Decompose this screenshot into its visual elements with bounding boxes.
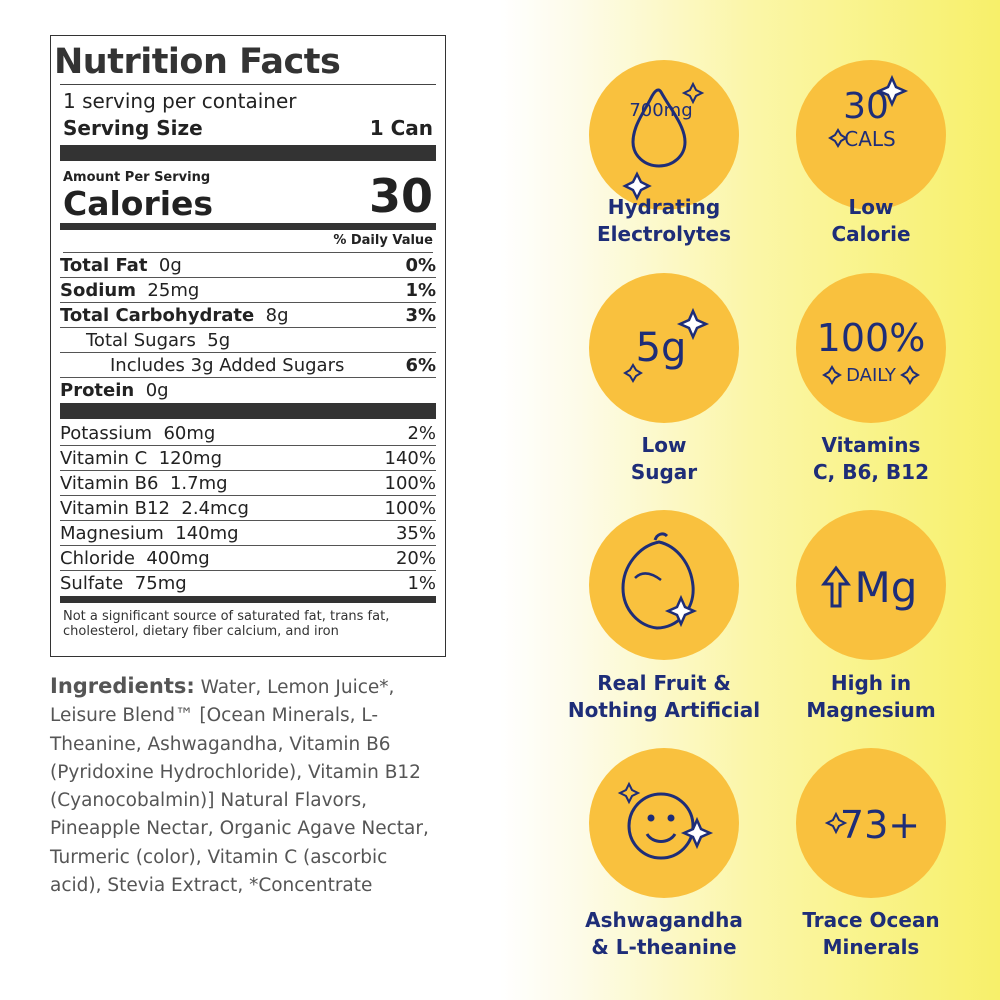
caption-electrolytes: Hydrating Electrolytes <box>596 195 732 246</box>
macro-list: Total Fat 0g 0% Sodium 25mg 1% Total Car… <box>51 253 445 403</box>
badge-real-fruit <box>589 510 739 660</box>
badge-magnesium: Mg <box>796 510 946 660</box>
badge-vitamins: 100% DAILY <box>796 273 946 423</box>
caption-low-sugar: Low Sugar <box>630 433 698 484</box>
nutrient-row-sodium: Sodium 25mg 1% <box>60 278 436 303</box>
nutrition-title: Nutrition Facts <box>54 42 341 82</box>
nutrient-row-total-fat: Total Fat 0g 0% <box>60 253 436 278</box>
badge-low-calorie: 30 CALS <box>796 60 946 210</box>
calories-label: Calories <box>63 184 214 223</box>
badge-text-electrolytes: 700mg <box>629 100 692 121</box>
badge-ashwagandha <box>589 748 739 898</box>
ingredients-label: Ingredients: <box>50 674 195 698</box>
calories-value: 30 <box>368 169 433 223</box>
caption-magnesium: High in Magnesium <box>806 671 936 722</box>
badge-sub-vitamins: DAILY <box>846 365 897 386</box>
caption-trace-minerals: Trace Ocean Minerals <box>802 908 940 959</box>
badge-sub-calorie: CALS <box>844 127 895 151</box>
amount-per-serving: Amount Per Serving <box>63 170 211 185</box>
caption-ashwagandha: Ashwagandha & L-theanine <box>585 908 743 959</box>
micro-list: Potassium 60mg 2% Vitamin C 120mg 140% V… <box>51 421 445 596</box>
nutrient-row-carbohydrate: Total Carbohydrate 8g 3% <box>60 303 436 328</box>
badge-trace-minerals: 73+ <box>796 748 946 898</box>
ingredients-text: Ingredients: Water, Lemon Juice*, Leisur… <box>50 672 435 900</box>
daily-value-header: % Daily Value <box>63 230 433 253</box>
serving-size-value: 1 Can <box>369 116 433 140</box>
servings-per-container: 1 serving per container <box>63 89 297 113</box>
nutrient-row-vitamin-b6: Vitamin B6 1.7mg 100% <box>60 471 436 496</box>
caption-low-calorie: Low Calorie <box>831 195 911 246</box>
sparkle-icon: 100% DAILY <box>817 316 926 386</box>
nutrient-row-potassium: Potassium 60mg 2% <box>60 421 436 446</box>
nutrient-row-sulfate: Sulfate 75mg 1% <box>60 573 436 594</box>
badge-low-sugar: 5g <box>589 273 739 423</box>
nutrient-row-vitamin-c: Vitamin C 120mg 140% <box>60 446 436 471</box>
sparkle-icon: 5g <box>623 307 710 383</box>
nutrient-row-vitamin-b12: Vitamin B12 2.4mcg 100% <box>60 496 436 521</box>
nutrient-row-added-sugars: Includes 3g Added Sugars 6% <box>60 353 436 378</box>
droplet-icon: 700mg <box>622 81 705 201</box>
nutrient-row-protein: Protein 0g <box>60 380 169 401</box>
ingredients-list: Water, Lemon Juice*, Leisure Blend™ [Oce… <box>50 677 429 897</box>
nutrition-footnote: Not a significant source of saturated fa… <box>63 609 390 639</box>
serving-size: Serving Size 1 Can <box>63 113 433 143</box>
nutrition-facts-label: Nutrition Facts 1 serving per container … <box>50 35 446 657</box>
badge-text-sugar: 5g <box>636 325 687 371</box>
badge-text-minerals: 73+ <box>840 803 920 847</box>
caption-vitamins: Vitamins C, B6, B12 <box>812 433 930 484</box>
smiley-icon <box>617 781 714 860</box>
sparkle-icon: 73+ <box>824 803 920 847</box>
sparkle-icon: 30 CALS <box>828 74 909 151</box>
calories-block: Amount Per Serving Calories 30 <box>63 163 433 223</box>
arrow-up-icon: Mg <box>821 563 918 612</box>
nutrient-row-magnesium: Magnesium 140mg 35% <box>60 521 436 546</box>
caption-real-fruit: Real Fruit & Nothing Artificial <box>567 671 761 722</box>
nutrient-row-total-sugars: Total Sugars 5g <box>60 328 436 353</box>
lemon-icon <box>621 532 698 630</box>
serving-size-label: Serving Size <box>63 116 203 140</box>
nutrient-row-chloride: Chloride 400mg 20% <box>60 546 436 571</box>
badge-text-magnesium: Mg <box>855 563 918 612</box>
badge-electrolytes: 700mg <box>589 60 739 210</box>
badge-text-vitamins: 100% <box>817 316 926 360</box>
